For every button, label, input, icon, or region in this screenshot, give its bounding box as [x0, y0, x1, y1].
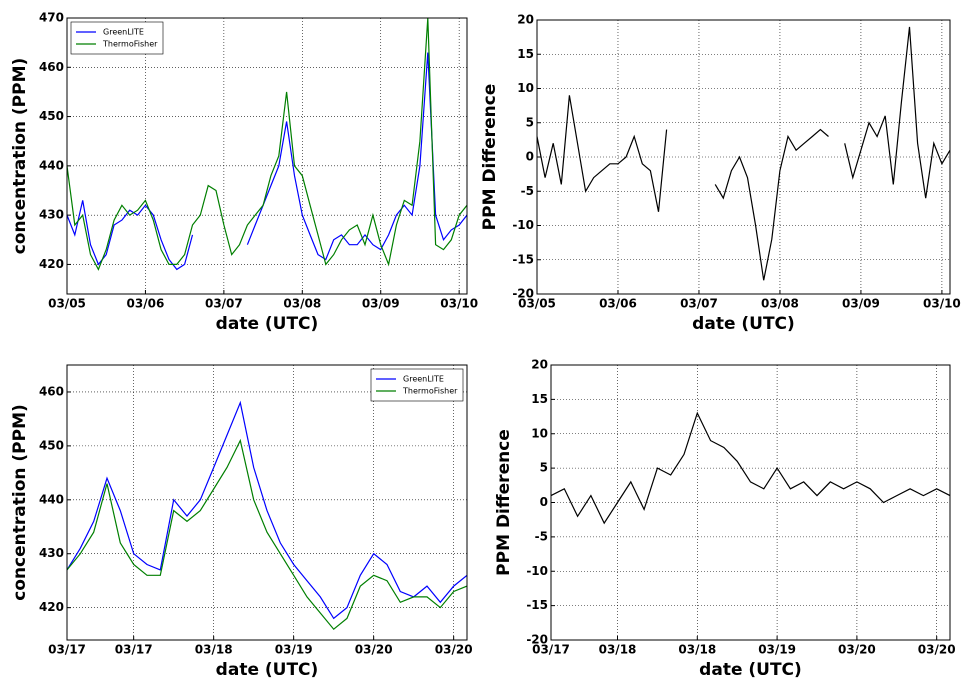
x-tick-label: 03/19	[758, 643, 796, 657]
x-axis-label: date (UTC)	[216, 660, 319, 680]
x-tick-label: 03/20	[355, 643, 393, 657]
x-tick-label: 03/09	[842, 297, 880, 311]
y-tick-label: 420	[39, 600, 64, 614]
data-line	[537, 95, 668, 212]
y-tick-label: -20	[512, 287, 534, 301]
x-tick-label: 03/07	[205, 297, 243, 311]
y-axis-label: concentration (PPM)	[10, 404, 30, 601]
y-tick-label: -10	[512, 218, 534, 232]
y-tick-label: -10	[526, 564, 548, 578]
y-tick-label: 0	[540, 495, 548, 509]
data-line	[551, 411, 950, 525]
legend-box	[370, 368, 464, 402]
y-tick-label: 450	[39, 109, 64, 123]
data-line	[67, 200, 194, 271]
y-tick-label: 470	[39, 11, 64, 25]
plot-frame	[66, 17, 468, 295]
plot-frame	[536, 19, 951, 295]
x-tick-label: 03/06	[599, 297, 637, 311]
legend-label: ThermoFisher	[102, 40, 158, 49]
x-tick-label: 03/18	[599, 643, 637, 657]
y-tick-label: -15	[526, 598, 548, 612]
legend-label: GreenLITE	[103, 28, 144, 37]
x-tick-label: 03/09	[362, 297, 400, 311]
data-line	[246, 52, 467, 261]
x-tick-label: 03/17	[532, 643, 570, 657]
data-line	[67, 438, 467, 631]
x-tick-label: 03/08	[761, 297, 799, 311]
y-tick-label: 440	[39, 492, 64, 506]
x-tick-label: 03/20	[838, 643, 876, 657]
x-tick-label: 03/08	[283, 297, 321, 311]
y-tick-label: -20	[526, 633, 548, 647]
x-tick-label: 03/17	[48, 643, 86, 657]
x-tick-label: 03/06	[127, 297, 165, 311]
x-tick-label: 03/20	[918, 643, 956, 657]
x-tick-label: 03/18	[678, 643, 716, 657]
y-axis-label: PPM Difference	[494, 429, 514, 576]
y-tick-label: 20	[531, 358, 548, 372]
data-line	[67, 400, 467, 620]
y-tick-label: 460	[39, 60, 64, 74]
data-line	[714, 128, 829, 281]
y-tick-label: 430	[39, 208, 64, 222]
y-tick-label: 0	[526, 150, 534, 164]
y-tick-label: 15	[531, 392, 548, 406]
y-tick-label: 10	[517, 81, 534, 95]
y-tick-label: 5	[526, 115, 534, 129]
y-axis-label: PPM Difference	[480, 84, 500, 231]
y-tick-label: 5	[540, 461, 548, 475]
data-line	[844, 26, 950, 199]
x-tick-label: 03/18	[195, 643, 233, 657]
y-tick-label: 460	[39, 384, 64, 398]
y-tick-label: 450	[39, 438, 64, 452]
y-tick-label: 430	[39, 546, 64, 560]
plot-frame	[550, 364, 951, 641]
x-tick-label: 03/10	[440, 297, 478, 311]
y-tick-label: 440	[39, 158, 64, 172]
x-tick-label: 03/05	[518, 297, 556, 311]
y-tick-label: -15	[512, 252, 534, 266]
legend-box	[70, 21, 164, 55]
plot-frame	[66, 364, 468, 641]
x-axis-label: date (UTC)	[692, 314, 795, 334]
y-tick-label: 10	[531, 426, 548, 440]
y-tick-label: 15	[517, 47, 534, 61]
data-line	[67, 18, 467, 271]
x-tick-label: 03/05	[48, 297, 86, 311]
y-tick-label: 20	[517, 13, 534, 27]
x-tick-label: 03/20	[435, 643, 473, 657]
x-axis-label: date (UTC)	[216, 314, 319, 334]
legend-label: GreenLITE	[403, 375, 444, 384]
y-tick-label: 420	[39, 257, 64, 271]
x-axis-label: date (UTC)	[699, 660, 802, 680]
x-tick-label: 03/10	[923, 297, 961, 311]
y-tick-label: -5	[535, 529, 548, 543]
legend-label: ThermoFisher	[402, 387, 458, 396]
x-tick-label: 03/17	[115, 643, 153, 657]
x-tick-label: 03/19	[275, 643, 313, 657]
y-axis-label: concentration (PPM)	[10, 58, 30, 255]
y-tick-label: -5	[521, 184, 534, 198]
x-tick-label: 03/07	[680, 297, 718, 311]
